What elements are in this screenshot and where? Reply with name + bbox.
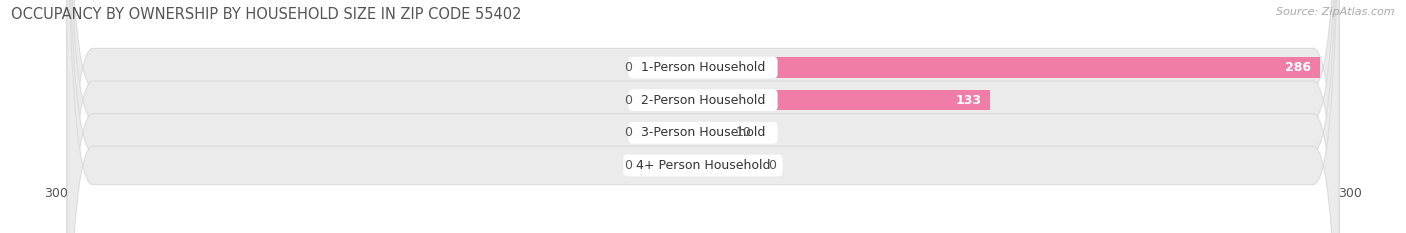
Text: 0: 0: [768, 159, 776, 172]
Bar: [703, 90, 990, 110]
Bar: [703, 155, 756, 175]
FancyBboxPatch shape: [67, 0, 1339, 233]
FancyBboxPatch shape: [67, 0, 1339, 233]
Bar: [638, 90, 703, 110]
Text: Source: ZipAtlas.com: Source: ZipAtlas.com: [1277, 7, 1395, 17]
Text: 133: 133: [955, 94, 981, 107]
Text: 4+ Person Household: 4+ Person Household: [627, 159, 779, 172]
Bar: [638, 123, 703, 143]
Text: OCCUPANCY BY OWNERSHIP BY HOUSEHOLD SIZE IN ZIP CODE 55402: OCCUPANCY BY OWNERSHIP BY HOUSEHOLD SIZE…: [11, 7, 522, 22]
Text: 0: 0: [624, 126, 631, 139]
Text: 0: 0: [624, 159, 631, 172]
Text: 3-Person Household: 3-Person Household: [633, 126, 773, 139]
Bar: [638, 155, 703, 175]
Text: 10: 10: [735, 126, 751, 139]
Bar: [638, 58, 703, 78]
Bar: [703, 58, 1320, 78]
Text: 286: 286: [1285, 61, 1310, 74]
FancyBboxPatch shape: [67, 0, 1339, 233]
Text: 1-Person Household: 1-Person Household: [633, 61, 773, 74]
Text: 0: 0: [624, 61, 631, 74]
Bar: [703, 123, 724, 143]
Text: 2-Person Household: 2-Person Household: [633, 94, 773, 107]
Text: 0: 0: [624, 94, 631, 107]
FancyBboxPatch shape: [67, 0, 1339, 233]
